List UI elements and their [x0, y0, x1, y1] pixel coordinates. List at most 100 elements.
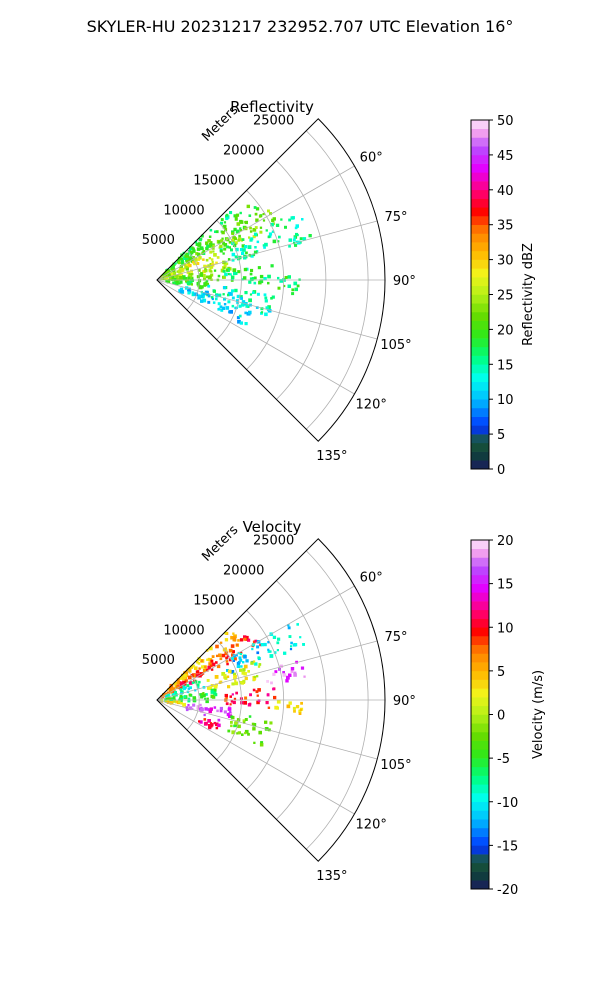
reflectivity-cell — [182, 275, 186, 279]
velocity-cell — [267, 706, 271, 709]
reflectivity-cell — [264, 312, 268, 317]
reflectivity-azimuth-line — [156, 220, 378, 281]
velocity-cell — [186, 684, 190, 687]
velocity-cell — [187, 699, 191, 703]
velocity-angle-tick: 120° — [356, 818, 387, 833]
velocity-cell — [233, 677, 236, 680]
velocity-cell — [226, 662, 229, 666]
velocity-cell — [251, 722, 255, 726]
reflectivity-colorbar-segment — [471, 224, 489, 234]
reflectivity-cell — [209, 263, 213, 266]
reflectivity-panel: Reflectivity60°75°90°105°120°135°5000100… — [142, 98, 536, 478]
reflectivity-cell — [181, 260, 184, 263]
reflectivity-colorbar-segment — [471, 120, 489, 130]
velocity-cell — [227, 729, 231, 733]
velocity-cell — [172, 696, 176, 699]
velocity-cell — [282, 673, 287, 677]
reflectivity-cell — [234, 217, 238, 221]
velocity-colorbar-segment — [471, 609, 489, 619]
velocity-cell — [198, 667, 201, 670]
velocity-cell — [210, 664, 213, 668]
velocity-cell — [254, 639, 258, 643]
velocity-cell — [242, 668, 246, 672]
reflectivity-cell — [220, 239, 224, 243]
velocity-colorbar-segment — [471, 845, 489, 855]
velocity-cell — [292, 643, 296, 647]
reflectivity-colorbar-segment — [471, 285, 489, 295]
reflectivity-cell — [197, 252, 201, 256]
velocity-cell — [203, 718, 207, 721]
reflectivity-cell — [198, 256, 202, 260]
reflectivity-angle-tick: 120° — [356, 398, 387, 413]
velocity-cell — [168, 697, 172, 700]
reflectivity-cell — [197, 296, 201, 300]
reflectivity-cell — [258, 215, 262, 218]
reflectivity-cell — [238, 234, 241, 238]
reflectivity-cell — [209, 228, 213, 232]
velocity-cell — [273, 651, 277, 654]
reflectivity-colorbar-segment — [471, 250, 489, 260]
velocity-cell — [228, 715, 231, 718]
reflectivity-cell — [171, 265, 175, 269]
velocity-cell — [176, 681, 180, 685]
reflectivity-cell — [240, 303, 245, 307]
reflectivity-cell — [237, 270, 241, 274]
reflectivity-cell — [207, 300, 211, 304]
velocity-colorbar-segment — [471, 662, 489, 672]
reflectivity-cell — [254, 226, 258, 229]
velocity-cell — [285, 679, 289, 683]
reflectivity-cell — [291, 288, 295, 292]
reflectivity-colorbar-segment — [471, 233, 489, 243]
reflectivity-cell — [294, 226, 298, 230]
velocity-cell — [188, 693, 192, 697]
reflectivity-cell — [224, 272, 228, 277]
reflectivity-cell — [194, 258, 198, 262]
reflectivity-cell — [211, 297, 214, 301]
velocity-cell — [206, 679, 210, 682]
reflectivity-cell — [239, 220, 244, 224]
velocity-cell — [225, 656, 228, 660]
reflectivity-cell — [252, 291, 255, 294]
reflectivity-cell — [191, 246, 194, 249]
reflectivity-cell — [232, 243, 237, 247]
reflectivity-cell — [167, 273, 171, 277]
reflectivity-cell — [271, 230, 275, 233]
velocity-cell — [243, 655, 247, 659]
velocity-cell — [226, 712, 230, 717]
reflectivity-cell — [182, 277, 186, 281]
velocity-cell — [247, 670, 250, 673]
velocity-colorbar-segment — [471, 583, 489, 593]
reflectivity-cell — [205, 290, 209, 295]
reflectivity-cell — [295, 232, 299, 236]
reflectivity-cell — [231, 296, 235, 300]
velocity-cell — [244, 676, 248, 681]
velocity-cell — [204, 697, 207, 701]
reflectivity-cell — [293, 236, 297, 239]
reflectivity-cell — [210, 296, 214, 299]
reflectivity-cell — [185, 279, 188, 283]
velocity-cell — [267, 650, 271, 653]
reflectivity-cell — [203, 284, 206, 287]
reflectivity-cell — [288, 218, 291, 222]
reflectivity-cell — [249, 293, 253, 296]
velocity-cell — [213, 706, 217, 709]
velocity-cell — [243, 664, 248, 669]
velocity-cell — [199, 720, 203, 724]
velocity-cell — [241, 733, 244, 736]
velocity-cell — [219, 706, 223, 711]
reflectivity-cell — [194, 240, 198, 244]
velocity-cell — [293, 673, 297, 677]
reflectivity-cell — [166, 279, 171, 284]
reflectivity-cell — [223, 303, 227, 306]
reflectivity-cell — [234, 306, 237, 310]
reflectivity-cell — [172, 281, 175, 285]
reflectivity-cell — [280, 218, 283, 221]
velocity-cell — [230, 721, 233, 724]
velocity-cell — [224, 638, 229, 642]
reflectivity-cell — [253, 276, 257, 280]
velocity-cell — [162, 693, 166, 697]
velocity-cell — [205, 699, 209, 704]
reflectivity-cell — [197, 284, 201, 288]
reflectivity-cell — [256, 240, 260, 244]
reflectivity-cell — [204, 281, 207, 284]
